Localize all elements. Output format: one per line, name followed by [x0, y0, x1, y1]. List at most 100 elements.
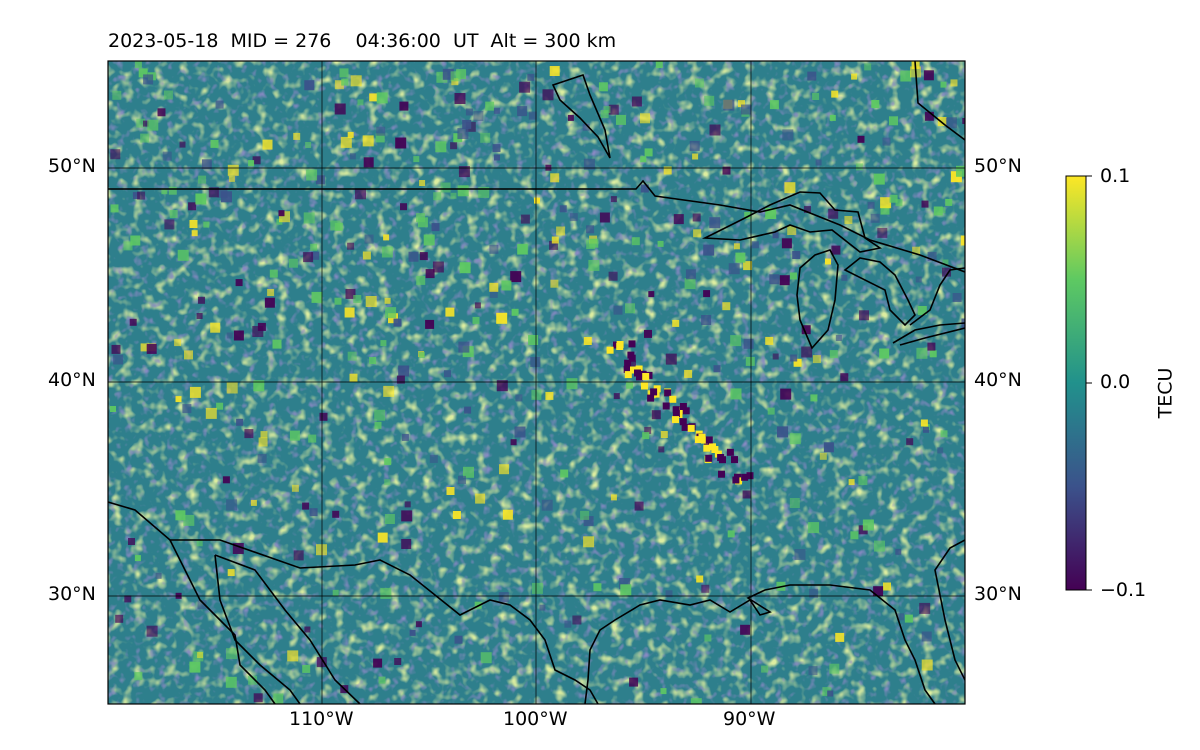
lat-label-left-50: 50°N [48, 155, 96, 177]
lon-label-100w: 100°W [503, 708, 568, 730]
tec-pixel [457, 128, 469, 140]
tec-pixel [463, 466, 474, 478]
tec-pixel [862, 519, 874, 531]
tec-pixel [634, 369, 641, 377]
tec-pixel [663, 166, 672, 175]
tec-pixel [493, 107, 500, 114]
tec-pixel [124, 595, 132, 603]
tec-pixel [226, 332, 233, 339]
tec-pixel [740, 624, 751, 635]
tec-pixel [610, 494, 617, 501]
tec-pixel [404, 501, 411, 508]
tec-pixel [929, 350, 937, 358]
tec-pixel [157, 108, 166, 117]
tec-pixel [904, 614, 913, 623]
tec-pixel [743, 338, 754, 349]
hudson-bay-coast [551, 73, 611, 159]
tec-pixel [784, 182, 796, 194]
colorbar-label: TECU [1154, 367, 1177, 419]
tec-pixel [692, 153, 699, 160]
tec-pixel [850, 531, 859, 540]
tec-pixel [630, 366, 637, 374]
tec-pixel [492, 144, 501, 153]
tec-pixel [272, 339, 282, 349]
tec-pixel [462, 119, 472, 129]
tec-pixel [829, 350, 838, 359]
tec-pixel [730, 388, 742, 400]
tec-pixel [339, 68, 349, 78]
tec-pixel [210, 322, 221, 333]
tec-pixel [235, 279, 243, 287]
tec-pixel [472, 316, 480, 324]
tec-pixel [431, 223, 440, 232]
tec-pixel [177, 249, 189, 261]
tec-pixel [722, 302, 731, 311]
tec-pixel [485, 101, 495, 111]
tec-pixel [435, 141, 447, 153]
tec-pixel [952, 293, 962, 302]
tec-pixel [383, 385, 395, 397]
tec-pixel [304, 626, 311, 633]
tec-pixel [215, 100, 224, 109]
tec-pixel [517, 243, 529, 255]
tec-pixel [429, 454, 438, 463]
tec-pixel [373, 658, 383, 668]
tec-pixel [608, 271, 618, 281]
tec-pixel [334, 222, 343, 231]
tec-pixel [960, 235, 965, 246]
tec-pixel [353, 295, 362, 303]
tec-pixel [425, 269, 435, 279]
tec-pixel [789, 433, 801, 445]
tec-pixel [347, 131, 354, 138]
tec-pixel [450, 142, 458, 150]
tec-pixel [713, 365, 721, 373]
tec-pixel [709, 217, 721, 229]
tec-pixel [250, 499, 257, 506]
tec-pixel [600, 110, 609, 119]
tec-pixel [937, 117, 947, 126]
tec-pixel [636, 373, 643, 381]
tec-pixel [341, 78, 349, 86]
tec-pixel [244, 429, 254, 439]
tec-pixel [419, 252, 428, 261]
mexico-border [108, 501, 599, 704]
tec-pixel [113, 354, 124, 365]
tec-pixel [147, 119, 159, 131]
tec-pixel [542, 89, 554, 101]
tec-pixel [624, 371, 632, 379]
tec-pixel [425, 319, 435, 329]
tec-pixel [812, 355, 821, 364]
tec-pixel [257, 322, 266, 331]
baja-california [169, 539, 276, 704]
tec-pixel [858, 476, 868, 486]
tec-pixel [365, 296, 377, 307]
tec-pixel [408, 251, 419, 262]
colorbar [1066, 176, 1086, 590]
tec-pixel [610, 196, 617, 203]
tec-pixel [226, 382, 238, 394]
tec-pixel [278, 210, 285, 217]
tec-pixel [889, 116, 898, 126]
tec-pixel [945, 117, 957, 129]
tec-pixel [110, 149, 121, 160]
tec-pixel [489, 244, 499, 254]
tec-pixel [143, 74, 154, 85]
tec-pixel [730, 335, 742, 347]
tec-pixel [741, 473, 749, 481]
tec-pixel [191, 230, 198, 237]
tec-pixel [635, 365, 643, 373]
tec-pixel [937, 447, 944, 454]
colorbar-tick-zero: 0.0 [1100, 371, 1131, 393]
tec-pixel [897, 613, 904, 621]
tec-pixel [744, 211, 752, 219]
tec-pixel [478, 186, 490, 198]
tec-pixel [216, 402, 224, 410]
tec-pixel [550, 173, 560, 183]
tec-pixel [658, 446, 665, 453]
tec-pixel [694, 436, 702, 444]
tec-pixel [703, 444, 711, 452]
tec-pixel [401, 510, 413, 522]
tec-pixel [741, 104, 751, 115]
tec-pixel [812, 93, 820, 100]
